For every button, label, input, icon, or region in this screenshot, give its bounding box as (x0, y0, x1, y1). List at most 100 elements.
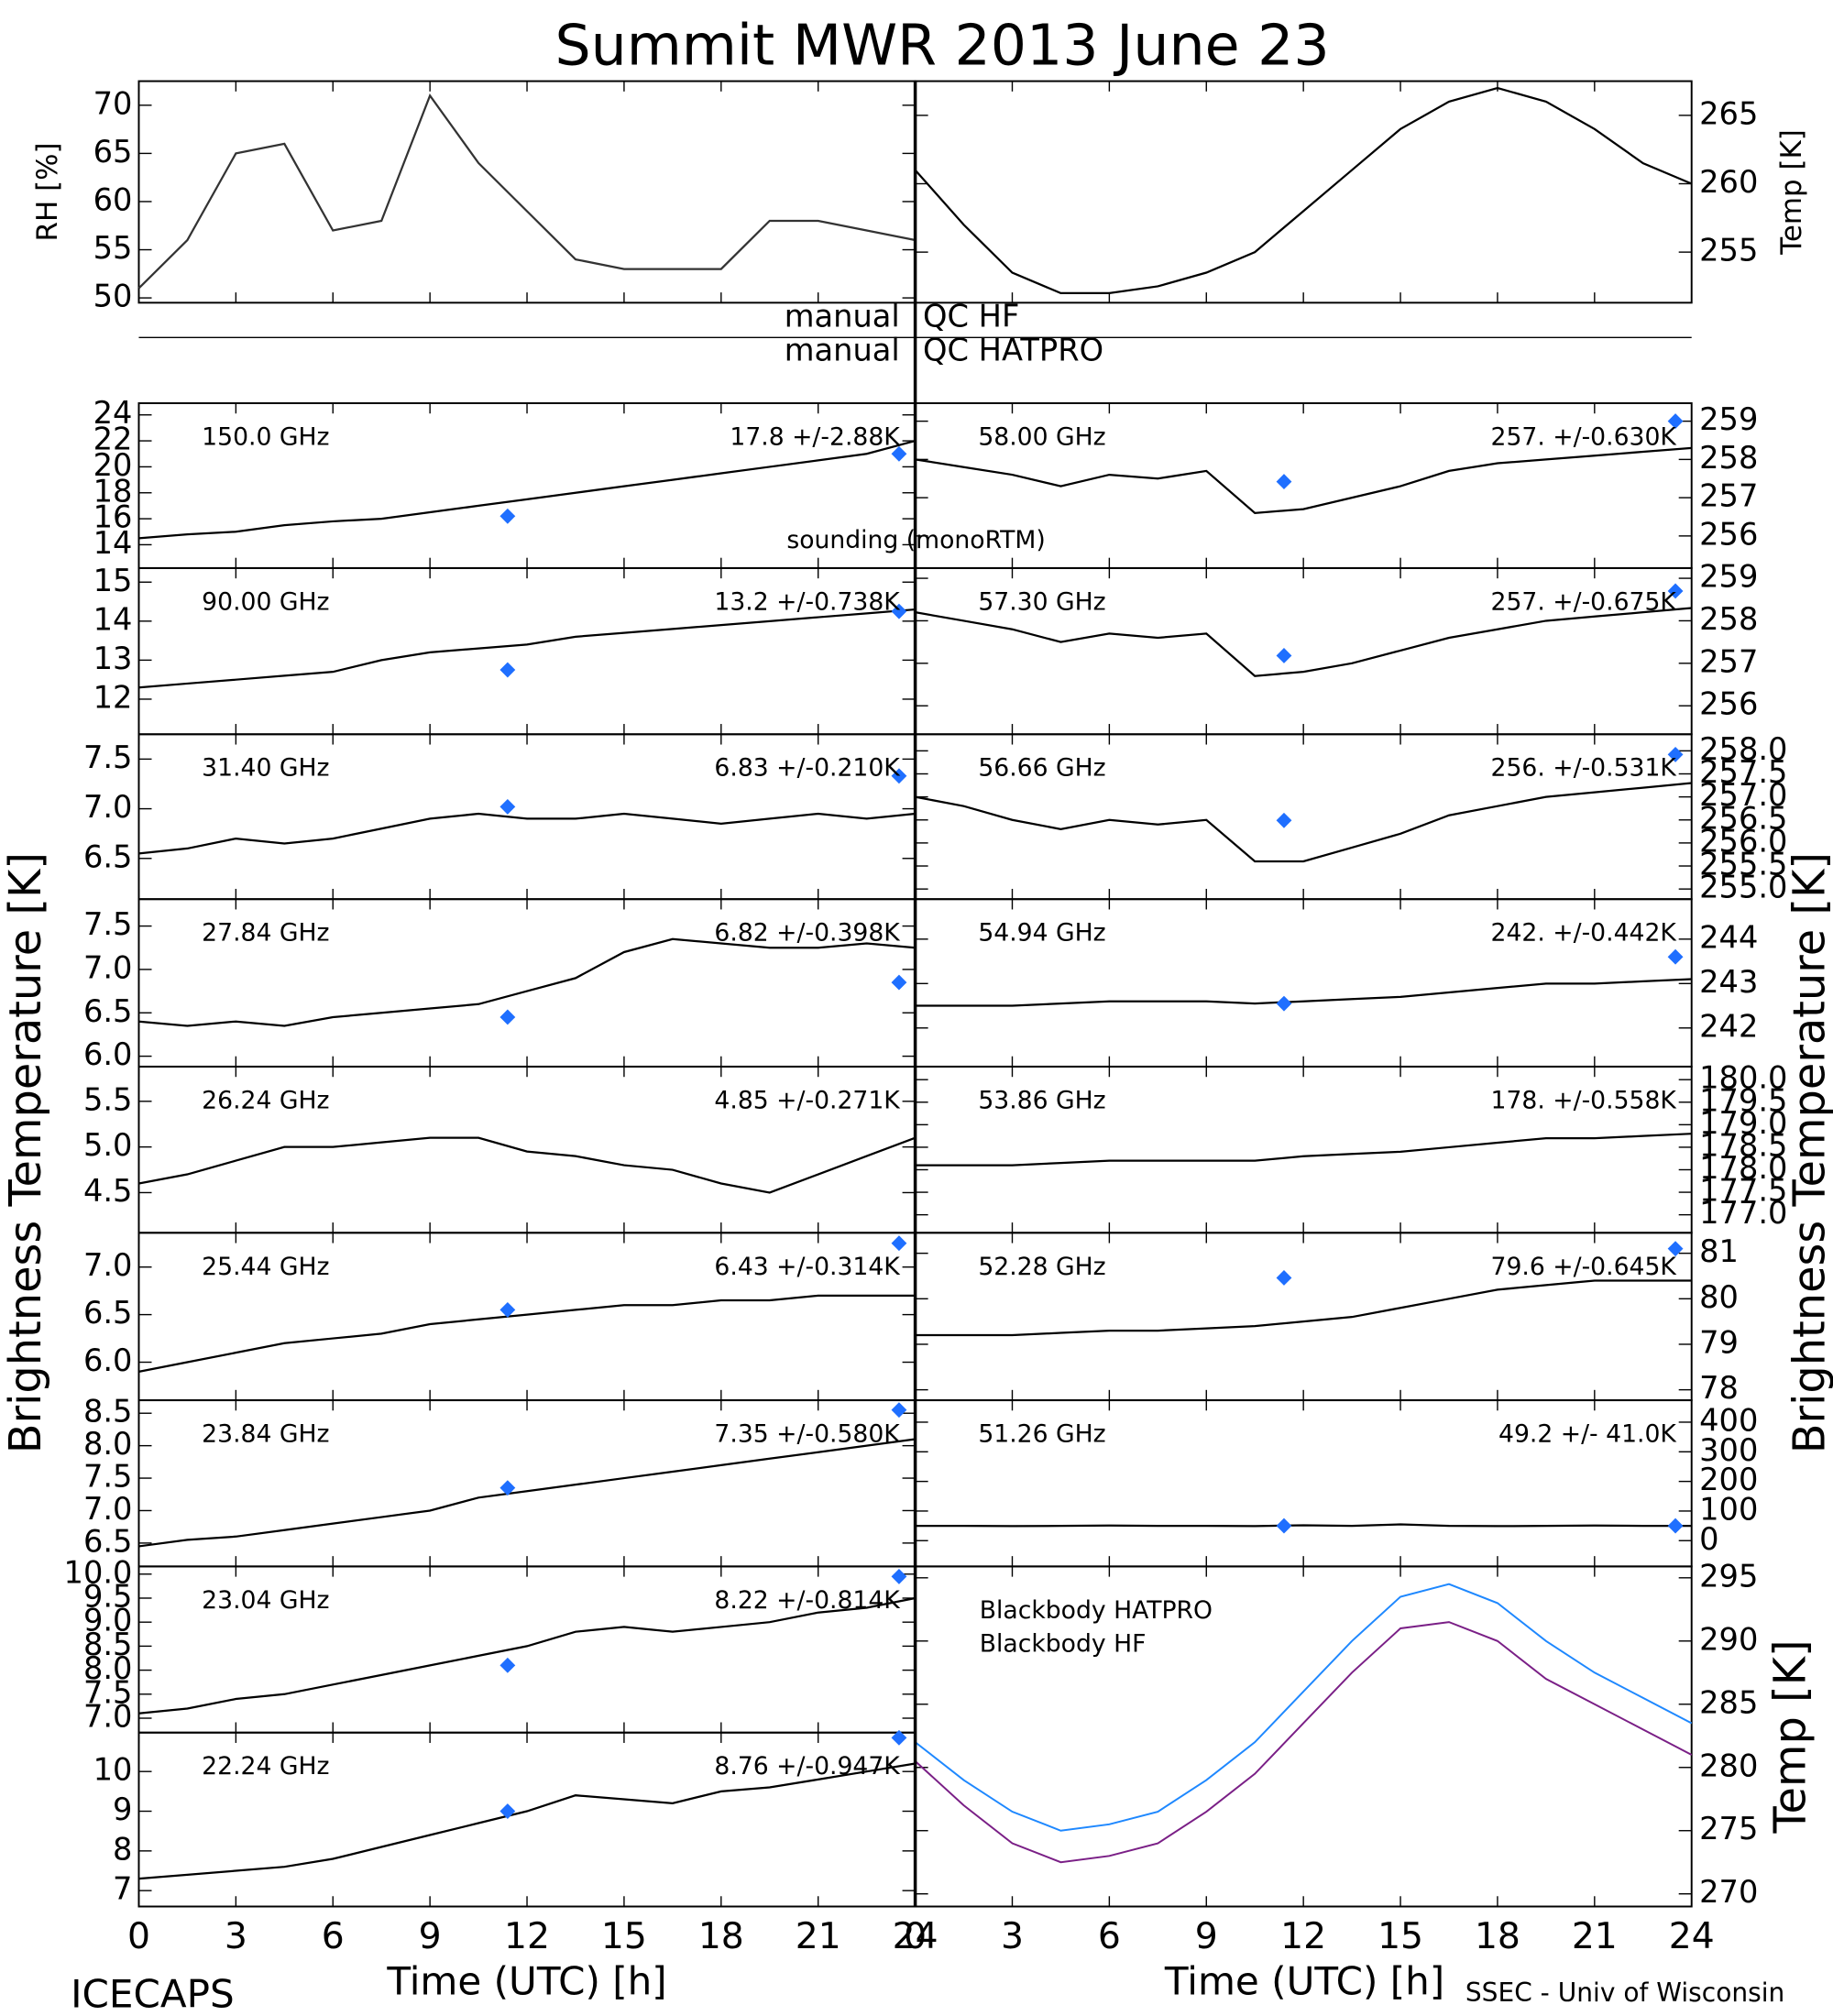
y-tick-label: 260 (1699, 164, 1758, 200)
y-tick-label: 9 (113, 1791, 132, 1827)
channel-label: 56.66 GHz (978, 754, 1105, 783)
qc-label: QC HF (923, 299, 1019, 334)
y-tick-label: 20 (93, 447, 133, 483)
y-tick-label: 18 (93, 473, 133, 509)
y-tick-label: 7.0 (83, 949, 133, 985)
sounding-point (891, 1568, 907, 1584)
channel-label: 58.00 GHz (978, 422, 1105, 451)
data-line (915, 1279, 1692, 1337)
y-tick-label: 179.5 (1699, 1082, 1787, 1118)
y-tick-label: 180.0 (1699, 1060, 1787, 1096)
y-axis-label: RH [%] (31, 142, 64, 241)
y-tick-label: 8.5 (83, 1627, 133, 1662)
channel-label: 54.94 GHz (978, 919, 1105, 948)
y-axis-title: Brightness Temperature [K] (1, 852, 51, 1453)
sounding-point (499, 1301, 516, 1318)
x-tick-label: 6 (322, 1916, 345, 1957)
channel-label: 90.00 GHz (202, 587, 329, 616)
y-tick-label: 65 (93, 134, 133, 170)
y-tick-label: 80 (1699, 1279, 1739, 1315)
y-tick-label: 8 (113, 1831, 132, 1867)
y-tick-label: 8.5 (83, 1394, 133, 1430)
x-tick-label: 9 (1195, 1916, 1218, 1957)
channel-label: 57.30 GHz (978, 587, 1105, 616)
channel-stats: 79.6 +/-0.645K (1491, 1253, 1678, 1281)
data-line (138, 937, 916, 1027)
sounding-point (891, 1729, 907, 1746)
data-line (915, 607, 1692, 677)
y-tick-label: 7.5 (83, 1674, 133, 1710)
y-tick-label: 14 (93, 525, 133, 561)
y-tick-label: 78 (1699, 1370, 1739, 1406)
y-tick-label: 257.0 (1699, 777, 1787, 813)
y-tick-label: 258 (1699, 440, 1758, 476)
x-tick-label: 9 (419, 1916, 442, 1957)
x-tick-label: 18 (1475, 1916, 1520, 1957)
y-tick-label: 255.0 (1699, 870, 1787, 905)
data-line (138, 1438, 916, 1548)
y-tick-label: 178.0 (1699, 1150, 1787, 1186)
y-tick-label: 10.0 (64, 1554, 133, 1590)
y-tick-label: 7.0 (83, 789, 133, 825)
y-tick-label: 6.5 (83, 1523, 133, 1559)
y-tick-label: 5.5 (83, 1081, 133, 1117)
y-tick-label: 200 (1699, 1462, 1758, 1497)
x-tick-label: 12 (504, 1916, 550, 1957)
y-tick-label: 400 (1699, 1402, 1758, 1438)
channel-stats: 257. +/-0.630K (1491, 422, 1678, 451)
sounding-point (891, 1235, 907, 1252)
y-tick-label: 290 (1699, 1621, 1758, 1657)
y-tick-label: 7.0 (83, 1698, 133, 1734)
y-tick-label: 60 (93, 181, 133, 217)
sounding-point (891, 445, 907, 462)
channel-stats: 13.2 +/-0.738K (714, 587, 901, 616)
y-tick-label: 179.0 (1699, 1105, 1787, 1141)
y-tick-label: 257 (1699, 643, 1758, 679)
y-tick-label: 100 (1699, 1491, 1758, 1527)
sounding-point (499, 1657, 516, 1673)
y-tick-label: 242 (1699, 1008, 1758, 1044)
y-tick-label: 8.0 (83, 1426, 133, 1462)
y-tick-label: 256.5 (1699, 800, 1787, 836)
channel-label: 31.40 GHz (202, 754, 329, 783)
channel-stats: 6.43 +/-0.314K (714, 1253, 901, 1281)
y-tick-label: 285 (1699, 1684, 1758, 1720)
y-tick-label: 8.0 (83, 1650, 133, 1686)
channel-stats: 257. +/-0.675K (1491, 587, 1678, 616)
y-tick-label: 24 (93, 395, 133, 431)
y-tick-label: 15 (93, 563, 133, 598)
x-tick-label: 18 (698, 1916, 744, 1957)
y-axis-label: Temp [K] (1775, 129, 1808, 256)
x-tick-label: 21 (1572, 1916, 1618, 1957)
x-tick-label: 24 (1669, 1916, 1715, 1957)
channel-stats: 6.82 +/-0.398K (714, 919, 901, 948)
y-tick-label: 16 (93, 499, 133, 535)
qc-label: manual (785, 299, 900, 334)
y-tick-label: 243 (1699, 964, 1758, 1000)
y-tick-label: 0 (1699, 1521, 1718, 1557)
x-tick-label: 12 (1280, 1916, 1326, 1957)
y-tick-label: 7.5 (83, 740, 133, 775)
y-tick-label: 50 (93, 279, 133, 314)
y-tick-label: 6.0 (83, 1342, 133, 1378)
y-tick-label: 7.0 (83, 1491, 133, 1527)
y-tick-label: 7.5 (83, 1459, 133, 1495)
y-tick-label: 258 (1699, 601, 1758, 637)
y-tick-label: 295 (1699, 1558, 1758, 1594)
channel-label: 52.28 GHz (978, 1253, 1105, 1281)
y-tick-label: 177.0 (1699, 1195, 1787, 1231)
qc-label: manual (785, 332, 900, 367)
x-axis-title: Time (UTC) [h] (1164, 1958, 1444, 2003)
sounding-point (499, 1803, 516, 1819)
y-tick-label: 275 (1699, 1811, 1758, 1846)
data-line (138, 608, 916, 689)
y-tick-label: 256 (1699, 686, 1758, 722)
y-tick-label: 6.5 (83, 838, 133, 874)
data-line (138, 1596, 916, 1715)
y-tick-label: 13 (93, 641, 133, 676)
y-tick-label: 6.0 (83, 1036, 133, 1072)
channel-stats: 256. +/-0.531K (1491, 754, 1678, 783)
x-tick-label: 6 (1098, 1916, 1121, 1957)
sounding-point (499, 662, 516, 678)
